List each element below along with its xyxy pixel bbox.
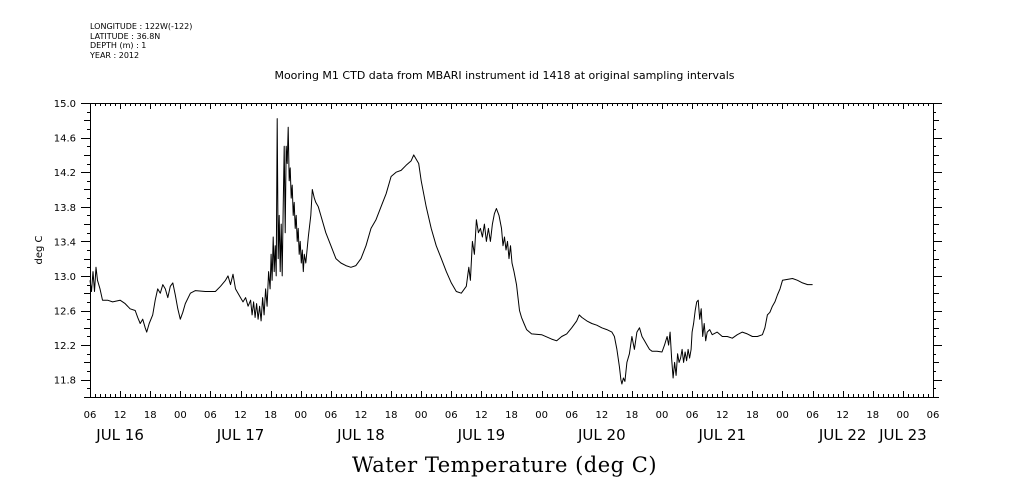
x-tick-label: 18 [746,410,759,421]
x-tick-label: 18 [505,410,518,421]
x-tick-label: 00 [294,410,307,421]
header-info: LONGITUDE : 122W(-122) LATITUDE : 36.8N … [90,22,192,60]
x-day-label: JUL 20 [577,426,626,444]
series-line [89,118,813,385]
x-day-label: JUL 22 [818,426,867,444]
x-tick-label: 12 [114,410,127,421]
x-tick-label: 06 [324,410,337,421]
x-tick-label: 12 [475,410,488,421]
x-tick-label: 00 [415,410,428,421]
y-tick-label: 15.0 [54,99,76,110]
y-tick-label: 13.8 [54,203,76,214]
x-tick-label: 06 [565,410,578,421]
x-tick-label: 12 [234,410,247,421]
x-tick-label: 18 [866,410,879,421]
latitude-label: LATITUDE : 36.8N [90,31,161,41]
x-tick-label: 12 [355,410,368,421]
x-day-label: JUL 17 [216,426,265,444]
y-tick-label: 14.6 [54,134,76,145]
x-tick-label: 12 [595,410,608,421]
x-day-label: JUL 18 [336,426,385,444]
x-tick-label: 00 [174,410,187,421]
y-tick-label: 12.6 [54,307,76,318]
y-tick-label: 13.4 [54,237,76,248]
x-tick-label: 00 [776,410,789,421]
x-tick-label: 18 [626,410,639,421]
y-tick-label: 14.2 [54,168,76,179]
x-tick-label: 18 [264,410,277,421]
x-day-label: JUL 21 [697,426,746,444]
x-day-label: JUL 19 [457,426,506,444]
x-day-label: JUL 16 [95,426,144,444]
x-tick-label: 06 [445,410,458,421]
depth-label: DEPTH (m) : 1 [90,41,147,50]
y-tick-label: 12.2 [54,341,76,352]
x-tick-label: 12 [836,410,849,421]
x-day-label: JUL 23 [878,426,927,444]
chart-title: Mooring M1 CTD data from MBARI instrumen… [274,69,735,82]
ticks-layer [81,103,942,398]
x-tick-label: 06 [84,410,97,421]
x-tick-label: 12 [716,410,729,421]
x-tick-label: 18 [144,410,157,421]
x-tick-label: 18 [385,410,398,421]
plot-frame [90,103,934,398]
y-axis-label: deg C [34,235,45,264]
labels-layer: 06 12 18 00 06 12 18 00 06 12 18 00 06 12 18 00 06 12 18 00… [54,99,940,444]
x-tick-label: 06 [686,410,699,421]
x-tick-label: 00 [535,410,548,421]
x-axis-label: Water Temperature (deg C) [351,453,658,477]
x-tick-label: 00 [656,410,669,421]
x-tick-label: 00 [897,410,910,421]
x-tick-label: 06 [927,410,940,421]
year-label: YEAR : 2012 [90,50,140,60]
x-tick-label: 06 [806,410,819,421]
longitude-label: LONGITUDE : 122W(-122) [90,22,193,31]
y-tick-label: 11.8 [54,376,76,387]
x-tick-label: 06 [204,410,217,421]
y-tick-label: 13.0 [54,272,76,283]
